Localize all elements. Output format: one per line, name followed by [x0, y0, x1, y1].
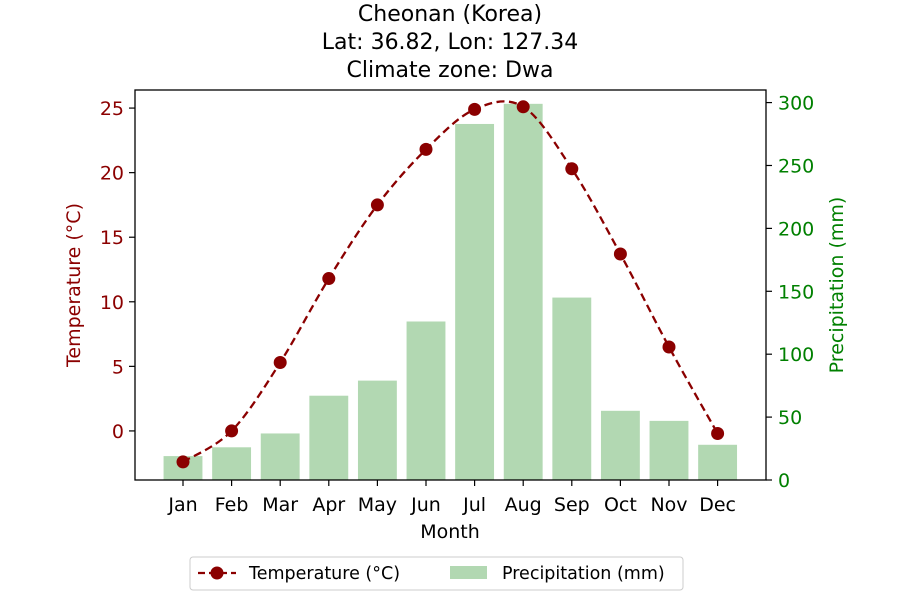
- x-axis-ticks: Jan Feb Mar Apr May Jun Jul Aug Sep Oct Nov Dec: [167, 480, 736, 516]
- legend-temperature-label: Temperature (°C): [248, 564, 400, 584]
- precipitation-bar-sep: [552, 297, 592, 480]
- left-tick-label: 10: [100, 292, 124, 314]
- x-tick-label-jun: Jun: [410, 494, 441, 516]
- temperature-line: [182, 100, 719, 463]
- chart-title-line-2: Lat: 36.82, Lon: 127.34: [322, 30, 578, 55]
- precipitation-bar-may: [357, 380, 397, 480]
- precipitation-bar-jun: [406, 321, 446, 480]
- temperature-point-nov: [662, 340, 676, 354]
- temperature-point-apr: [322, 272, 336, 286]
- x-tick-label-aug: Aug: [505, 494, 542, 516]
- x-tick-label-may: May: [358, 494, 397, 516]
- left-axis-ticks: 0 5 10 15 20 25: [100, 98, 135, 443]
- right-tick-label: 50: [778, 407, 802, 429]
- left-tick-label: 0: [112, 421, 124, 443]
- right-tick-label: 150: [778, 281, 814, 303]
- left-tick-label: 5: [112, 356, 124, 378]
- left-tick-label: 20: [100, 163, 124, 185]
- temperature-point-dec: [711, 427, 725, 441]
- precipitation-bar-apr: [309, 395, 349, 480]
- right-axis-ticks: 0 50 100 150 200 250 300: [766, 93, 814, 492]
- x-tick-label-sep: Sep: [554, 494, 590, 516]
- left-axis-label: Temperature (°C): [63, 203, 85, 368]
- x-tick-label-jan: Jan: [167, 494, 197, 516]
- plot-frame: [134, 89, 767, 481]
- right-tick-label: 100: [778, 344, 814, 366]
- x-tick-label-apr: Apr: [312, 494, 345, 516]
- left-tick-label: 25: [100, 98, 124, 120]
- x-tick-label-jul: Jul: [462, 494, 486, 516]
- temperature-point-feb: [225, 424, 239, 438]
- legend-box: [189, 556, 684, 591]
- temperature-point-jun: [419, 142, 433, 156]
- chart-title-line-1: Cheonan (Korea): [358, 2, 542, 27]
- right-axis-label: Precipitation (mm): [826, 197, 848, 374]
- x-tick-label-dec: Dec: [699, 494, 736, 516]
- right-tick-label: 0: [778, 470, 790, 492]
- x-axis-label: Month: [420, 521, 480, 543]
- temperature-point-oct: [613, 247, 627, 261]
- precipitation-bar-aug: [503, 103, 543, 480]
- legend-precipitation-swatch-icon: [450, 566, 487, 579]
- legend-temperature-marker-icon: [210, 566, 224, 580]
- precipitation-bar-jul: [455, 123, 495, 480]
- right-tick-label: 300: [778, 93, 814, 115]
- precipitation-bar-feb: [212, 447, 252, 480]
- precipitation-bar-mar: [260, 433, 300, 480]
- x-tick-label-oct: Oct: [604, 494, 637, 516]
- temperature-point-jan: [176, 455, 190, 469]
- x-tick-label-mar: Mar: [262, 494, 298, 516]
- temperature-point-aug: [516, 100, 530, 114]
- legend: Temperature (°C) Precipitation (mm): [189, 556, 684, 591]
- x-tick-label-feb: Feb: [215, 494, 249, 516]
- right-tick-label: 250: [778, 155, 814, 177]
- temperature-point-may: [370, 198, 384, 212]
- precipitation-bar-nov: [649, 420, 689, 480]
- legend-precipitation-label: Precipitation (mm): [502, 564, 665, 584]
- precipitation-bars: [163, 103, 738, 480]
- precipitation-bar-dec: [698, 444, 738, 480]
- temperature-point-jul: [468, 102, 482, 116]
- left-tick-label: 15: [100, 227, 124, 249]
- temperature-point-mar: [273, 355, 287, 369]
- x-tick-label-nov: Nov: [650, 494, 687, 516]
- right-tick-label: 200: [778, 218, 814, 240]
- precipitation-bar-oct: [600, 410, 640, 480]
- chart-title-line-3: Climate zone: Dwa: [347, 58, 554, 83]
- temperature-point-sep: [565, 162, 579, 176]
- temperature-line-group: [176, 100, 725, 469]
